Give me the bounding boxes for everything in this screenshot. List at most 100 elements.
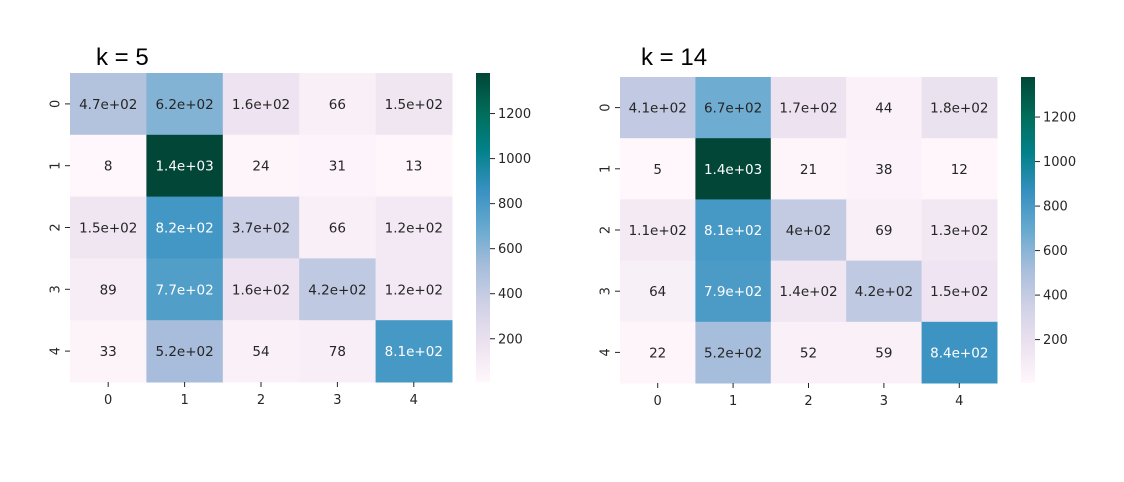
colorbar-tick-label: 200 (1043, 333, 1068, 348)
heatmap-cell (222, 258, 300, 321)
cell-annotation: 8.2e+02 (155, 221, 213, 237)
cell-annotation: 52 (800, 345, 817, 361)
heatmap-cell (846, 77, 923, 139)
heatmap-cell (146, 134, 224, 198)
cell-annotation: 1.5e+02 (930, 284, 988, 300)
x-tick-label: 1 (729, 394, 737, 409)
cell-annotation: 31 (329, 159, 346, 175)
cell-annotation: 6.7e+02 (704, 101, 762, 117)
colorbar (476, 73, 490, 382)
cell-annotation: 66 (329, 97, 346, 113)
x-tick-label: 3 (333, 393, 341, 408)
heatmap-panel-0: 4.7e+02 6.2e+02 1.6e+02 66 1.5e+028 1.4e+03 24… (49, 73, 531, 408)
heatmap-cell (846, 199, 923, 262)
heatmap-cell (146, 320, 224, 383)
cell-annotation: 4.2e+02 (308, 282, 366, 298)
cell-annotation: 21 (800, 162, 817, 178)
x-tick-label: 2 (257, 393, 265, 408)
cell-annotation: 8.4e+02 (930, 345, 988, 361)
heatmap-cell (921, 321, 998, 384)
heatmap-cell (770, 77, 847, 139)
cell-annotation: 1.1e+02 (629, 223, 687, 239)
cell-annotation: 1.4e+03 (155, 159, 213, 175)
cell-annotation: 7.7e+02 (155, 282, 213, 298)
heatmap-cell (222, 134, 300, 198)
colorbar-tick-label: 1000 (498, 152, 531, 167)
colorbar-tick-label: 800 (1043, 200, 1068, 215)
heatmap-cell (222, 320, 300, 383)
heatmap-cell (770, 321, 847, 384)
cell-annotation: 3.7e+02 (232, 221, 290, 237)
cell-annotation: 8 (104, 159, 113, 175)
y-tick-label: 0 (49, 100, 64, 108)
cell-annotation: 1.5e+02 (385, 97, 443, 113)
y-tick-label: 1 (599, 165, 614, 173)
heatmap-cell (299, 320, 377, 383)
colorbar-tick-label: 1000 (1043, 155, 1076, 170)
heatmap-cell (375, 134, 453, 198)
cell-annotation: 1.6e+02 (232, 97, 290, 113)
y-tick-label: 2 (49, 223, 64, 231)
cell-annotation: 5.2e+02 (155, 344, 213, 360)
heatmap-cell (695, 260, 772, 323)
cell-annotation: 1.4e+02 (779, 284, 837, 300)
heatmap-cell (921, 260, 998, 323)
colorbar-tick-label: 600 (498, 242, 523, 257)
heatmap-cell (770, 199, 847, 262)
heatmap-cell (375, 258, 453, 321)
heatmap-cell (70, 134, 147, 198)
heatmap-cell (375, 196, 453, 259)
cell-annotation: 6.2e+02 (155, 97, 213, 113)
cell-annotation: 13 (405, 159, 422, 175)
chart-title-k5: k = 5 (96, 44, 149, 71)
y-tick-label: 1 (49, 162, 64, 170)
heatmap-cell (695, 77, 772, 139)
cell-annotation: 1.5e+02 (79, 221, 137, 237)
heatmap-cell (222, 73, 300, 136)
heatmap-cell (921, 77, 998, 139)
cell-annotation: 8.1e+02 (385, 344, 443, 360)
heatmap-panel-1: 4.1e+02 6.7e+02 1.7e+02 44 1.8e+025 1.4e+03 21… (599, 77, 1076, 409)
cell-annotation: 1.2e+02 (385, 282, 443, 298)
y-tick-label: 2 (599, 226, 614, 234)
y-tick-label: 3 (49, 285, 64, 293)
cell-annotation: 89 (100, 282, 117, 298)
cell-annotation: 1.7e+02 (779, 101, 837, 117)
heatmap-cell (146, 73, 224, 136)
heatmap-cell (70, 320, 147, 383)
heatmap-cell (770, 138, 847, 200)
cell-annotation: 38 (875, 162, 892, 178)
heatmap-cell (620, 321, 696, 384)
heatmap-cell (375, 73, 453, 136)
cell-annotation: 78 (329, 344, 346, 360)
heatmap-cell (375, 320, 453, 383)
y-tick-label: 4 (49, 347, 64, 355)
colorbar-tick-label: 1200 (498, 107, 531, 122)
heatmap-cell (70, 73, 147, 136)
heatmap-cell (846, 260, 923, 323)
cell-annotation: 1.3e+02 (930, 223, 988, 239)
heatmap-cell (921, 199, 998, 262)
colorbar-tick-label: 800 (498, 197, 523, 212)
cell-annotation: 1.4e+03 (704, 162, 762, 178)
cell-annotation: 44 (875, 101, 892, 117)
cell-annotation: 4.1e+02 (629, 101, 687, 117)
x-tick-label: 3 (880, 394, 888, 409)
heatmap-cell (620, 260, 696, 323)
colorbar-tick-label: 400 (498, 287, 523, 302)
x-tick-label: 0 (654, 394, 662, 409)
x-tick-label: 2 (804, 394, 812, 409)
y-tick-label: 4 (599, 348, 614, 356)
cell-annotation: 33 (100, 344, 117, 360)
cell-annotation: 4e+02 (786, 223, 831, 239)
cell-annotation: 1.6e+02 (232, 282, 290, 298)
heatmap-cell (299, 134, 377, 198)
cell-annotation: 4.2e+02 (855, 284, 913, 300)
colorbar (1021, 77, 1035, 383)
heatmap-cell (222, 196, 300, 259)
cell-annotation: 22 (649, 345, 666, 361)
cell-annotation: 7.9e+02 (704, 284, 762, 300)
heatmap-cell (620, 77, 696, 139)
heatmap-cell (299, 258, 377, 321)
heatmap-cell (146, 258, 224, 321)
